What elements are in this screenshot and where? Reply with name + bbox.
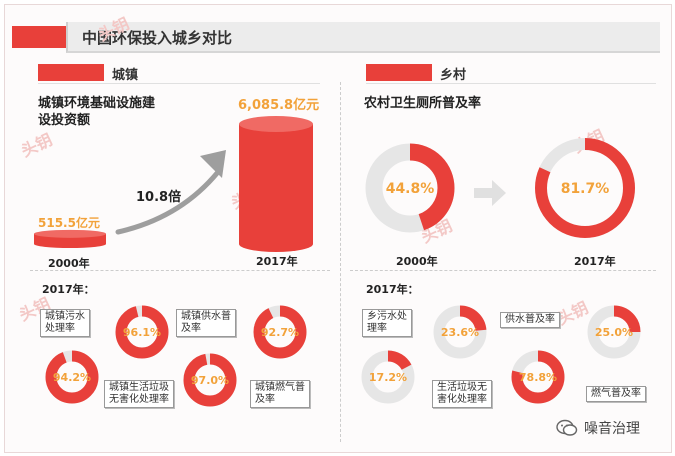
donut-value-label: 92.7%: [261, 326, 299, 339]
donut-arc: [365, 143, 455, 233]
urban-invest-heading-line2: 设投资额: [38, 113, 91, 128]
urban-sewage-label-line1: 城镇污水: [45, 311, 85, 322]
rural-garbage-label-line2: 害化处理率: [437, 394, 487, 405]
year-2017-label: 2017年: [256, 255, 298, 268]
urban-section-divider: [38, 83, 320, 84]
urban-section-bar: [38, 64, 104, 81]
value-label-2000: 515.5亿元: [38, 216, 100, 230]
rural-toilet-heading: 农村卫生厕所普及率: [364, 96, 482, 111]
donut-arc: [115, 305, 169, 359]
growth-multiplier-label: 10.8倍: [136, 190, 182, 205]
rural-water-label-box: 供水普及率: [500, 312, 560, 328]
title-accent-bar: [12, 26, 66, 48]
donut-value-label: 44.8%: [386, 181, 435, 197]
urban-garbage-label-line2: 无害化处理率: [109, 394, 169, 405]
donut-value-label: 23.6%: [441, 326, 479, 339]
donut-arc: [511, 350, 565, 404]
rural-sewage-label-box: 乡污水处 理率: [362, 309, 412, 337]
urban-gas-label-box: 城镇燃气普 及率: [250, 380, 310, 408]
donut-城镇供水普及率: 97.0%: [183, 353, 237, 407]
investment-cylinder-2000年: [34, 229, 106, 248]
account-name: 噪音治理: [584, 421, 640, 437]
donut-arc: [535, 138, 635, 238]
rural-sewage-label-line2: 理率: [367, 323, 387, 334]
year-2000-label: 2000年: [48, 257, 90, 270]
urban-invest-heading-line1: 城镇环境基础设施建: [38, 96, 156, 111]
urban-sewage-label-box: 城镇污水 处理率: [40, 309, 90, 337]
wechat-icon: [556, 419, 578, 436]
donut-arc: [361, 350, 415, 404]
value-label-2017: 6,085.8亿元: [238, 98, 320, 113]
donut-value-label: 78.8%: [519, 371, 557, 384]
donut-城镇污水处理率: 94.2%: [45, 350, 99, 404]
rural-garbage-label-line1: 生活垃圾无: [437, 382, 487, 393]
rural-section-divider: [366, 83, 656, 84]
donut-生活垃圾无害化处理率: 23.6%: [433, 305, 487, 359]
urban-water-label-box: 城镇供水普 及率: [176, 309, 236, 337]
donut-arc: [45, 350, 99, 404]
rural-gas-label-line1: 燃气普及率: [591, 388, 641, 399]
urban-garbage-label-box: 城镇生活垃圾 无害化处理率: [104, 380, 174, 408]
rural-gas-label-box: 燃气普及率: [586, 386, 646, 402]
footer-account: 噪音治理: [556, 418, 640, 438]
rural-lower-divider: [350, 270, 656, 271]
urban-gas-label-line2: 及率: [255, 394, 275, 405]
donut-2000年: 44.8%: [365, 143, 455, 233]
urban-sewage-label-line2: 处理率: [45, 323, 75, 334]
donut-arc: [183, 353, 237, 407]
urban-water-label-line2: 及率: [181, 323, 201, 334]
rural-water-label-line1: 供水普及率: [505, 314, 555, 325]
growth-arrow-head: [200, 150, 226, 178]
toilet-year-2017-label: 2017年: [574, 255, 616, 268]
rural-2017-label: 2017年：: [366, 283, 419, 296]
rural-section-bar: [366, 64, 432, 81]
center-divider: [340, 82, 341, 442]
rural-sewage-label-line1: 乡污水处: [367, 311, 407, 322]
growth-arrow-curve: [115, 169, 221, 235]
donut-城镇生活垃圾无害化处理率: 96.1%: [115, 305, 169, 359]
donut-乡污水处理率: 17.2%: [361, 350, 415, 404]
rural-section-label: 乡村: [440, 68, 467, 83]
urban-gas-label-line1: 城镇燃气普: [255, 382, 305, 393]
donut-arc: [253, 305, 307, 359]
toilet-year-2000-label: 2000年: [396, 255, 438, 268]
donut-value-label: 96.1%: [123, 326, 161, 339]
donut-value-label: 97.0%: [191, 374, 229, 387]
urban-2017-label: 2017年：: [42, 283, 95, 296]
urban-lower-divider: [30, 270, 330, 271]
urban-section-label: 城镇: [112, 68, 139, 83]
investment-cylinder-2017年: [239, 116, 313, 252]
donut-供水普及率: 78.8%: [511, 350, 565, 404]
urban-invest-heading: 城镇环境基础设施建 设投资额: [38, 95, 155, 129]
donut-value-label: 25.0%: [595, 326, 633, 339]
donut-燃气普及率: 25.0%: [587, 305, 641, 359]
donut-value-label: 17.2%: [369, 371, 407, 384]
rural-garbage-label-box: 生活垃圾无 害化处理率: [432, 380, 492, 408]
toilet-compare-arrow: [474, 180, 506, 206]
urban-water-label-line1: 城镇供水普: [181, 311, 231, 322]
title-bar: [66, 22, 660, 53]
donut-arc: [433, 305, 487, 359]
urban-garbage-label-line1: 城镇生活垃圾: [109, 382, 169, 393]
donut-value-label: 94.2%: [53, 371, 91, 384]
donut-城镇燃气普及率: 92.7%: [253, 305, 307, 359]
donut-2017年: 81.7%: [535, 138, 635, 238]
page-title: 中国环保投入城乡对比: [82, 29, 233, 47]
donut-value-label: 81.7%: [561, 181, 610, 197]
donut-arc: [587, 305, 641, 359]
